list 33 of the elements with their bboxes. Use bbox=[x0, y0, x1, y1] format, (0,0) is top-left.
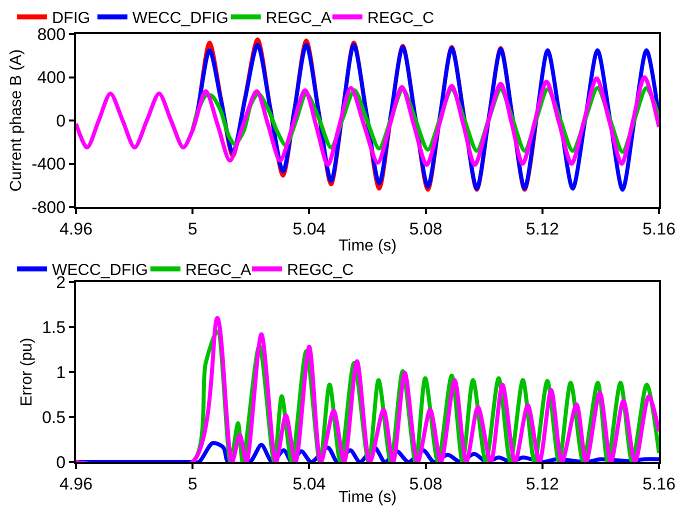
legend-label: WECC_DFIG bbox=[132, 10, 228, 28]
x-tick-label: 4.96 bbox=[59, 474, 93, 494]
y-tick-label: 1 bbox=[56, 362, 66, 382]
y-tick-label: -400 bbox=[32, 154, 66, 174]
x-tick-label: 4.96 bbox=[59, 219, 93, 238]
x-tick-label: 5.08 bbox=[409, 474, 442, 494]
legend-label: WECC_DFIG bbox=[52, 262, 148, 280]
y-tick-label: 0.5 bbox=[42, 408, 66, 427]
x-axis-title: Time (s) bbox=[338, 238, 397, 255]
x-tick-label: 5.16 bbox=[642, 219, 676, 238]
x-tick-label: 5.16 bbox=[642, 474, 676, 494]
x-tick-label: 5.08 bbox=[409, 219, 442, 238]
x-tick-label: 5.12 bbox=[526, 474, 559, 494]
legend-label: DFIG bbox=[52, 10, 90, 28]
y-axis-title: Current phase B (A) bbox=[8, 49, 25, 192]
y-tick-label: 0 bbox=[56, 452, 66, 472]
x-tick-label: 5 bbox=[188, 474, 198, 494]
y-axis-title: Error (pu) bbox=[18, 338, 36, 406]
legend-label: REGC_C bbox=[367, 10, 434, 28]
y-tick-label: 400 bbox=[37, 68, 66, 88]
x-tick-label: 5.12 bbox=[526, 219, 559, 238]
x-axis-title: Time (s) bbox=[338, 489, 397, 506]
x-tick-label: 5 bbox=[188, 219, 198, 238]
x-tick-label: 5.04 bbox=[292, 219, 326, 238]
legend-label: REGC_C bbox=[287, 262, 354, 280]
legend-label: REGC_A bbox=[266, 10, 332, 28]
y-tick-label: -800 bbox=[32, 198, 66, 217]
x-tick-label: 5.04 bbox=[292, 474, 326, 494]
line-series bbox=[76, 75, 659, 167]
y-tick-label: 0 bbox=[56, 111, 66, 130]
y-tick-label: 800 bbox=[37, 24, 66, 44]
y-tick-label: 1.5 bbox=[42, 318, 66, 337]
legend-label: REGC_A bbox=[185, 262, 252, 280]
